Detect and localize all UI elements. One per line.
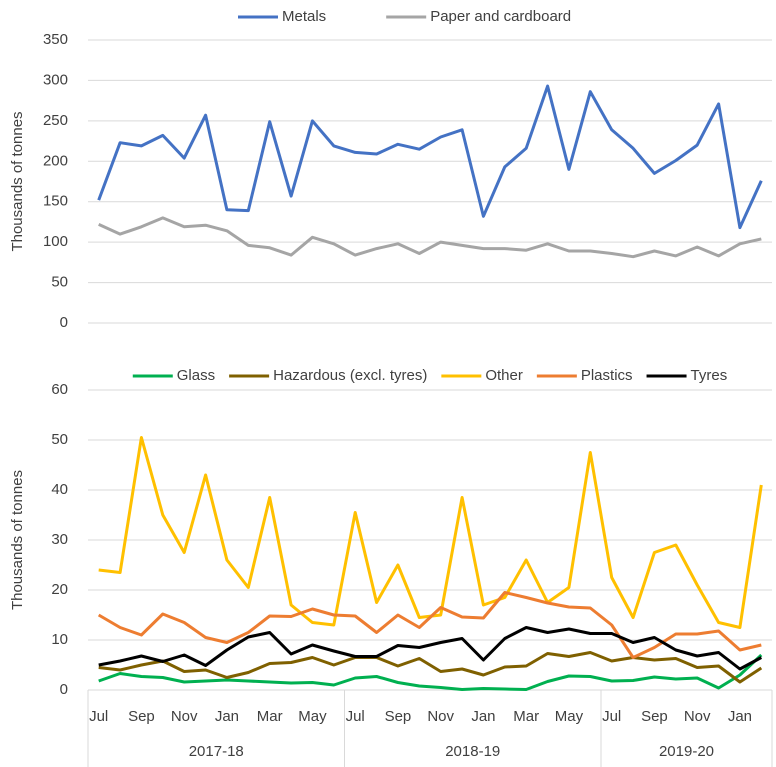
y-tick-label: 10 [51, 631, 68, 648]
y-tick-label: 150 [43, 193, 68, 210]
legend-label: Paper and cardboard [430, 8, 571, 25]
x-group-label: 2018-19 [445, 743, 500, 760]
series-line [97, 84, 763, 230]
x-tick-label: Jan [215, 708, 239, 725]
series-line [98, 216, 762, 259]
y-axis-label: Thousands of tonnes [9, 470, 26, 610]
legend-label: Metals [282, 8, 326, 25]
x-group-label: 2017-18 [189, 743, 244, 760]
x-tick-label: Mar [513, 708, 539, 725]
x-tick-label: May [298, 708, 327, 725]
y-tick-label: 30 [51, 531, 68, 548]
y-tick-label: 0 [60, 681, 68, 698]
legend-label: Hazardous (excl. tyres) [273, 367, 427, 384]
x-tick-label: Sep [641, 708, 668, 725]
x-tick-label: Jul [346, 708, 365, 725]
legend-label: Glass [177, 367, 215, 384]
x-tick-label: Jan [728, 708, 752, 725]
y-tick-label: 250 [43, 112, 68, 129]
y-tick-label: 300 [43, 71, 68, 88]
y-tick-label: 20 [51, 581, 68, 598]
y-tick-label: 100 [43, 233, 68, 250]
x-tick-label: Jul [602, 708, 621, 725]
series-line [98, 653, 763, 691]
x-group-label: 2019-20 [659, 743, 714, 760]
x-tick-label: Sep [385, 708, 412, 725]
y-tick-label: 200 [43, 152, 68, 169]
series-line [98, 436, 763, 629]
legend-label: Plastics [581, 367, 633, 384]
y-tick-label: 60 [51, 381, 68, 398]
series-line [98, 651, 763, 684]
x-tick-label: Nov [684, 708, 711, 725]
x-tick-label: Mar [257, 708, 283, 725]
x-tick-label: Jul [89, 708, 108, 725]
x-tick-label: May [555, 708, 584, 725]
x-tick-label: Jan [471, 708, 495, 725]
legend-label: Other [485, 367, 523, 384]
series-line [97, 591, 762, 659]
y-tick-label: 40 [51, 481, 68, 498]
series-line [98, 626, 763, 671]
y-tick-label: 50 [51, 431, 68, 448]
x-tick-label: Sep [128, 708, 155, 725]
x-tick-label: Nov [427, 708, 454, 725]
y-tick-label: 50 [51, 274, 68, 291]
y-axis-label: Thousands of tonnes [9, 111, 26, 251]
x-tick-label: Nov [171, 708, 198, 725]
legend-label: Tyres [691, 367, 728, 384]
y-tick-label: 0 [60, 314, 68, 331]
y-tick-label: 350 [43, 31, 68, 48]
